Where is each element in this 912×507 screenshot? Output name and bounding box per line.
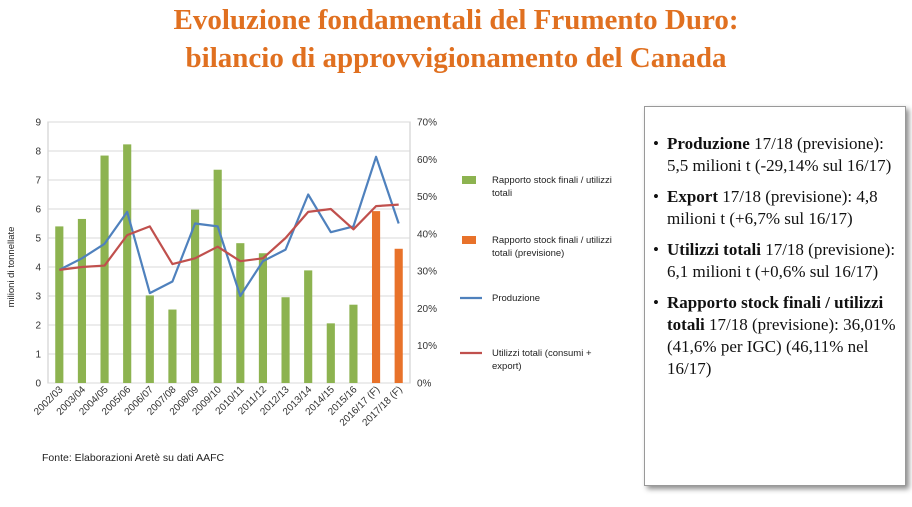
source-note: Fonte: Elaborazioni Aretè su dati AAFC: [42, 452, 225, 464]
summary-item: Utilizzi totali 17/18 (previsione): 6,1 …: [653, 239, 897, 283]
legend-label: Rapporto stock finali / utilizzi totali: [492, 175, 612, 199]
y2-tick-label: 70%: [417, 118, 437, 129]
y-tick-label: 6: [35, 205, 41, 216]
y-tick-label: 8: [35, 147, 41, 158]
bar-stock-ratio: [77, 218, 87, 383]
bar-stock-ratio: [55, 226, 64, 383]
summary-item-text: 17/18 (previsione): 6,1 milioni t (+0,6%…: [667, 240, 896, 281]
bar-stock-ratio: [145, 295, 154, 383]
summary-item-heading: Produzione: [667, 134, 750, 153]
y2-axis-ticks: 0% 10% 20% 30% 40% 50% 60% 70%: [417, 118, 437, 390]
summary-item-text: 17/18 (previsione): 5,5 milioni t (-29,1…: [667, 134, 892, 175]
y2-tick-label: 60%: [417, 155, 437, 166]
page-subtitle: bilancio di approvvigionamento del Canad…: [185, 42, 727, 74]
y-tick-label: 5: [35, 234, 41, 245]
summary-item: Rapporto stock finali / utilizzi totali …: [653, 292, 897, 380]
y-tick-label: 3: [35, 292, 41, 303]
y2-tick-label: 20%: [417, 304, 437, 315]
x-axis-ticks: 2002/032003/042004/052005/062006/072007/…: [32, 384, 405, 429]
line-usage: [59, 203, 399, 271]
bar-stock-ratio-forecast: [394, 248, 403, 383]
chart-lines: [58, 155, 400, 298]
bar-stock-ratio: [349, 304, 358, 383]
y-tick-label: 1: [35, 350, 41, 361]
bar-stock-ratio: [236, 243, 245, 383]
bar-stock-ratio: [326, 323, 335, 383]
y-axis-ticks: 0 1 2 3 4 5 6 7 8 9: [35, 118, 41, 390]
legend-swatch: [462, 176, 476, 184]
bar-stock-ratio: [281, 297, 290, 383]
summary-box: Produzione 17/18 (previsione): 5,5 milio…: [644, 106, 906, 486]
chart-legend: Rapporto stock finali / utilizzi totali Ra…: [460, 175, 612, 372]
summary-item: Export 17/18 (previsione): 4,8 milioni t…: [653, 186, 897, 230]
page-title: Evoluzione fondamentali del Frumento Dur…: [173, 4, 739, 36]
y2-tick-label: 50%: [417, 192, 437, 203]
summary-item-text: 17/18 (previsione): 4,8 milioni t (+6,7%…: [667, 187, 878, 228]
bar-stock-ratio: [304, 270, 313, 383]
y-tick-label: 0: [35, 379, 41, 390]
y2-tick-label: 10%: [417, 341, 437, 352]
y2-tick-label: 30%: [417, 267, 437, 278]
bar-stock-ratio: [190, 209, 200, 383]
y2-tick-label: 40%: [417, 229, 437, 240]
summary-item: Produzione 17/18 (previsione): 5,5 milio…: [653, 133, 897, 177]
y2-tick-label: 0%: [417, 379, 432, 390]
bar-stock-ratio-forecast: [371, 211, 381, 383]
legend-label: Rapporto stock finali / utilizzi totali (…: [492, 235, 612, 259]
legend-swatch: [462, 236, 476, 244]
y-tick-label: 2: [35, 321, 41, 332]
bar-stock-ratio: [213, 169, 222, 383]
summary-list: Produzione 17/18 (previsione): 5,5 milio…: [653, 133, 897, 380]
bar-stock-ratio: [100, 155, 109, 383]
legend-label: Produzione: [492, 293, 540, 304]
bar-stock-ratio: [258, 253, 268, 383]
bar-stock-ratio: [168, 309, 177, 383]
y-axis-label: milioni di tonnellate: [6, 227, 17, 308]
y-tick-label: 9: [35, 118, 41, 129]
bar-stock-ratio: [123, 144, 132, 383]
legend-label: Utilizzi totali (consumi + export): [492, 348, 592, 372]
y-tick-label: 7: [35, 176, 41, 187]
summary-item-heading: Export: [667, 187, 718, 206]
summary-item-text: 17/18 (previsione): 36,01% (41,6% per IG…: [667, 315, 896, 378]
y-tick-label: 4: [35, 263, 41, 274]
chart-bars: [55, 144, 403, 383]
chart: 0 1 2 3 4 5 6 7 8 9 0% 10% 20% 30% 40% 50% 60% 70% 2002/…: [6, 118, 612, 429]
summary-item-heading: Utilizzi totali: [667, 240, 761, 259]
summary-item-heading: Rapporto stock finali / utilizzi totali: [667, 293, 884, 334]
line-production: [58, 155, 400, 298]
